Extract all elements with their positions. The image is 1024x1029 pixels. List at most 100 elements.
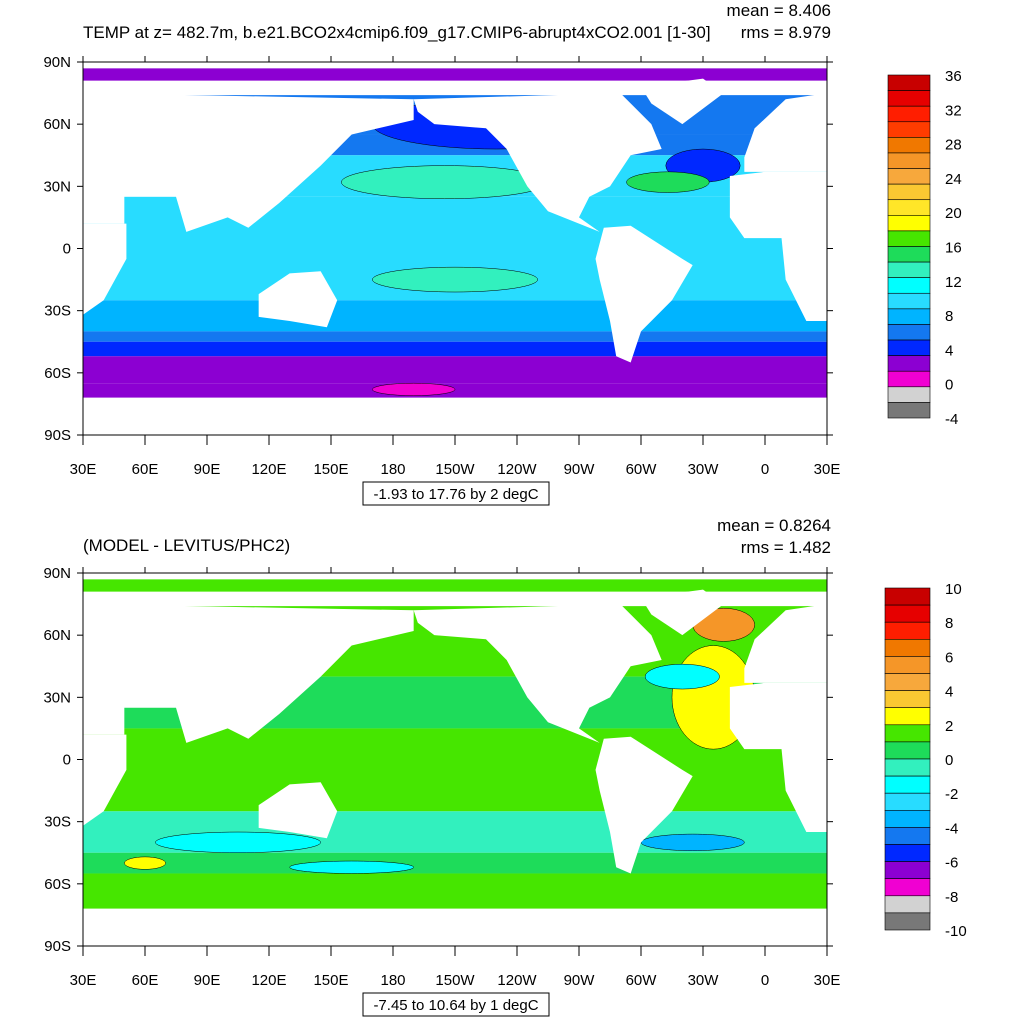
colorbar-box bbox=[887, 121, 931, 138]
colorbar-box bbox=[884, 604, 931, 623]
colorbar-box bbox=[887, 90, 931, 107]
colorbar-label: 16 bbox=[945, 240, 962, 257]
colorbar-box bbox=[887, 74, 931, 91]
colorbar-box bbox=[887, 308, 931, 325]
colorbar-box bbox=[887, 355, 931, 372]
rms-stat: rms = 8.979 bbox=[741, 23, 831, 42]
map-title: (MODEL - LEVITUS/PHC2) bbox=[83, 536, 290, 555]
colorbar-box bbox=[884, 758, 931, 777]
colorbar-label: 0 bbox=[945, 752, 953, 769]
colorbar-box bbox=[887, 386, 931, 403]
contour-region bbox=[626, 171, 710, 193]
colorbar-label: 4 bbox=[945, 342, 953, 359]
colorbar-box bbox=[884, 809, 931, 828]
colorbar-box bbox=[887, 339, 931, 356]
colorbar-box bbox=[887, 324, 931, 341]
contour-region bbox=[155, 831, 321, 854]
contour-band bbox=[83, 331, 827, 342]
contour-band bbox=[83, 356, 827, 384]
colorbar-box bbox=[884, 775, 931, 794]
lon-label: 60E bbox=[132, 972, 159, 989]
land bbox=[258, 782, 338, 839]
colorbar-box bbox=[884, 690, 931, 708]
lat-label: 0 bbox=[63, 241, 71, 258]
colorbar-label: 2 bbox=[945, 718, 953, 735]
land bbox=[413, 604, 662, 743]
lon-label: 60E bbox=[132, 461, 159, 478]
lat-label: 60S bbox=[44, 365, 71, 382]
contour-region bbox=[372, 382, 456, 396]
colorbar-label: 10 bbox=[945, 581, 962, 598]
contour-region bbox=[372, 266, 538, 293]
land bbox=[744, 93, 827, 172]
colorbar-label: -2 bbox=[945, 786, 958, 803]
colorbar-box bbox=[887, 105, 931, 123]
lon-label: 150E bbox=[313, 972, 348, 989]
lat-label: 30N bbox=[43, 689, 71, 706]
colorbar-box bbox=[887, 370, 931, 388]
lon-label: 90W bbox=[564, 461, 596, 478]
lon-label: 120E bbox=[251, 461, 286, 478]
lat-label: 90N bbox=[43, 565, 71, 582]
colorbar-label: 36 bbox=[945, 68, 962, 85]
colorbar-label: 8 bbox=[945, 615, 953, 632]
colorbar-label: 4 bbox=[945, 684, 953, 701]
colorbar-box bbox=[884, 895, 931, 914]
contour-band bbox=[83, 873, 827, 909]
lon-label: 90E bbox=[194, 972, 221, 989]
colorbar-label: -4 bbox=[945, 411, 958, 428]
colorbar-box bbox=[887, 261, 931, 278]
subtitle: -7.45 to 10.64 by 1 degC bbox=[373, 997, 538, 1014]
colorbar-box bbox=[887, 402, 931, 419]
lat-label: 60S bbox=[44, 876, 71, 893]
colorbar-label: 32 bbox=[945, 102, 962, 119]
lon-label: 150E bbox=[313, 461, 348, 478]
contour-region bbox=[644, 663, 720, 690]
colorbar-box bbox=[884, 587, 931, 606]
lon-label: 180 bbox=[380, 972, 405, 989]
contour-region bbox=[124, 856, 166, 870]
colorbar-box bbox=[884, 844, 931, 862]
map-panel: 90N 60N 30N 0 30S 60S 90S 30E 60E 90E 120E 150E 180 1… bbox=[43, 1, 962, 506]
subtitle: -1.93 to 17.76 by 2 degC bbox=[373, 486, 538, 503]
lon-label: 0 bbox=[761, 461, 769, 478]
colorbar-box bbox=[884, 912, 931, 931]
land bbox=[595, 225, 693, 363]
lon-label: 0 bbox=[761, 972, 769, 989]
map-fill bbox=[83, 573, 827, 946]
contour-region bbox=[640, 833, 745, 851]
contour-band bbox=[83, 341, 827, 357]
lon-label: 30E bbox=[70, 461, 97, 478]
colorbar-label: -4 bbox=[945, 820, 958, 837]
land bbox=[729, 682, 827, 833]
colorbar-box bbox=[884, 638, 931, 657]
lon-label: 120W bbox=[497, 972, 537, 989]
lon-label: 30W bbox=[688, 972, 720, 989]
lat-label: 30N bbox=[43, 178, 71, 195]
colorbar-box bbox=[884, 741, 931, 760]
colorbar-box bbox=[887, 277, 931, 294]
land bbox=[83, 591, 827, 607]
contour-region bbox=[289, 860, 414, 874]
contour-band bbox=[83, 383, 827, 398]
colorbar-label: 20 bbox=[945, 205, 962, 222]
contour-region bbox=[341, 165, 549, 200]
mean-stat: mean = 0.8264 bbox=[717, 516, 831, 535]
lon-label: 30E bbox=[70, 972, 97, 989]
lat-label: 90S bbox=[44, 427, 71, 444]
land bbox=[83, 223, 127, 315]
colorbar-label: 6 bbox=[945, 649, 953, 666]
subtitle-box bbox=[362, 992, 550, 1017]
colorbar-box bbox=[884, 656, 931, 674]
rms-stat: rms = 1.482 bbox=[741, 538, 831, 557]
lon-label: 30W bbox=[688, 461, 720, 478]
lon-label: 60W bbox=[626, 972, 658, 989]
colorbar-box bbox=[887, 183, 931, 201]
colorbar-box bbox=[884, 673, 931, 691]
map-title: TEMP at z= 482.7m, b.e21.BCO2x4cmip6.f09… bbox=[83, 23, 711, 42]
lon-label: 30E bbox=[814, 972, 841, 989]
lat-label: 30S bbox=[44, 814, 71, 831]
colorbar-box bbox=[884, 792, 931, 811]
colorbar-label: 8 bbox=[945, 308, 953, 325]
